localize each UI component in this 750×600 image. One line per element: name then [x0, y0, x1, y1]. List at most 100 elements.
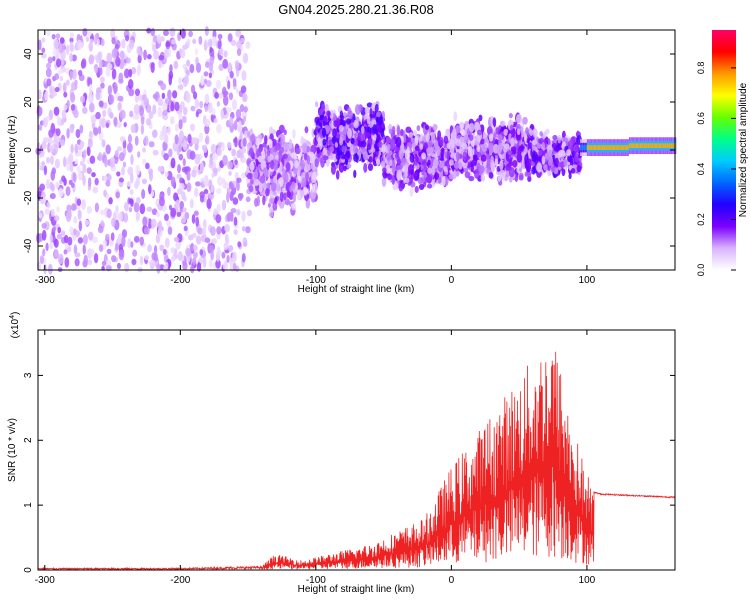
spectrogram-cell [67, 209, 72, 219]
spectrogram-cell [550, 167, 556, 173]
spectrogram-cell [668, 143, 670, 149]
spectrogram-cell [279, 191, 284, 203]
spectrogram-cell [86, 167, 92, 175]
spectrogram-cell [92, 127, 99, 136]
spectrogram-cell [87, 231, 94, 241]
spectrogram-cell [270, 178, 274, 184]
spectrogram-cell [97, 152, 103, 162]
spectrogram-cell [339, 136, 344, 146]
spectrogram-cell [204, 105, 209, 113]
spectrogram-cell [382, 167, 387, 173]
spectrogram-cell [58, 137, 63, 144]
spectrogram-cell [193, 210, 199, 216]
spectrogram-cell [203, 178, 208, 186]
spectrogram-cell [83, 254, 88, 266]
spectrogram-cell [156, 211, 160, 218]
spectrogram-cell [203, 189, 209, 195]
y-tick-label: 2 [23, 437, 34, 443]
spectrogram-cell [279, 146, 285, 154]
figure-title: GN04.2025.280.21.36.R08 [278, 2, 433, 17]
spectrogram-cell [203, 71, 209, 77]
spectrogram-cell [240, 147, 247, 154]
spectrogram-cell [108, 197, 113, 205]
spectrogram-cell [170, 101, 175, 112]
spectrogram-cell [239, 131, 243, 140]
spectrogram-cell [586, 145, 589, 150]
spectrogram-cell [531, 153, 538, 163]
spectrogram-cell [241, 157, 247, 164]
spectrogram-cell [639, 143, 642, 149]
spectrogram-cell [55, 181, 60, 189]
spectrogram-cell [36, 142, 41, 148]
spectrogram-cell [159, 36, 165, 42]
colorbar: 0.00.20.40.60.8 Normalized spectral ampl… [696, 30, 749, 276]
spectrogram-cell [208, 259, 213, 269]
spectrogram-cell [80, 60, 86, 69]
spectrogram-cell [178, 153, 184, 161]
spectrogram-cell [162, 249, 167, 255]
spectrogram-cell [167, 89, 172, 101]
spectrogram-cell [468, 134, 474, 142]
spectrogram-cell [311, 171, 317, 181]
spectrogram-cell [593, 145, 595, 150]
spectrogram-cell [603, 145, 605, 150]
spectrogram-cell [99, 67, 103, 76]
spectrogram-cell [601, 145, 604, 150]
spectrogram-cell [393, 182, 399, 191]
spectrogram-cell [128, 206, 133, 213]
spectrogram-cell [222, 181, 229, 189]
snr-multiplier-base: (x104) [9, 312, 21, 339]
spectrogram-cell [194, 48, 199, 56]
spectrogram-cell [181, 216, 187, 224]
spectrogram-cell [211, 172, 215, 179]
spectrogram-cell [490, 155, 494, 164]
spectrogram-cell [114, 242, 119, 251]
spectrogram-cell [192, 257, 197, 266]
spectrogram-cell [69, 32, 75, 39]
colorbar-label: Normalized spectral amplitude [738, 82, 749, 217]
spectrogram-cell [176, 173, 182, 179]
spectrogram-cell [142, 147, 146, 153]
spectrogram-cell [412, 130, 418, 137]
spectrogram-cell [181, 191, 186, 200]
spectrogram-cell [89, 155, 96, 164]
spectrogram-cell [215, 123, 222, 134]
spectrogram-cell [240, 37, 245, 44]
spectrogram-cell [134, 88, 141, 96]
spectrogram-cell [82, 234, 89, 245]
spectrogram-cell [116, 122, 122, 129]
spectrogram-cell [38, 124, 43, 131]
spectrogram-cell [304, 126, 309, 134]
spectrogram-cell [306, 155, 311, 165]
spectrogram-cell [193, 244, 198, 251]
spectrogram-cell [263, 183, 267, 190]
spectrogram-cell [195, 62, 202, 73]
spectrogram-cell [607, 145, 609, 150]
spectrogram-cell [115, 56, 121, 67]
snr-series-line [37, 351, 676, 571]
spectrogram-cell [58, 42, 65, 54]
spectrogram-cell [477, 129, 483, 136]
spectrogram-cell [236, 40, 242, 49]
spectrogram-cell [421, 152, 427, 160]
spectrogram-cell [233, 216, 238, 226]
spectrogram-cell [217, 92, 224, 99]
spectrogram-cell [69, 37, 74, 43]
spectrogram-cell [524, 171, 529, 177]
spectrogram-cell [204, 25, 209, 37]
spectrogram-cell [49, 192, 56, 200]
spectrogram-cell [137, 54, 142, 64]
spectrogram-cell [599, 145, 601, 150]
spectrogram-cell [140, 124, 145, 135]
spectrogram-cell [170, 256, 176, 262]
spectrogram-cell [185, 69, 190, 76]
spectrogram-cell [103, 175, 108, 182]
spectrogram-cell [654, 143, 656, 149]
spectrogram-cell [52, 226, 57, 232]
spectrogram-cell [657, 143, 659, 149]
spectrogram-cell [273, 159, 279, 166]
spectrogram-cell [242, 237, 248, 248]
spectrogram-cell [360, 131, 366, 143]
spectrogram-cell [209, 46, 213, 53]
